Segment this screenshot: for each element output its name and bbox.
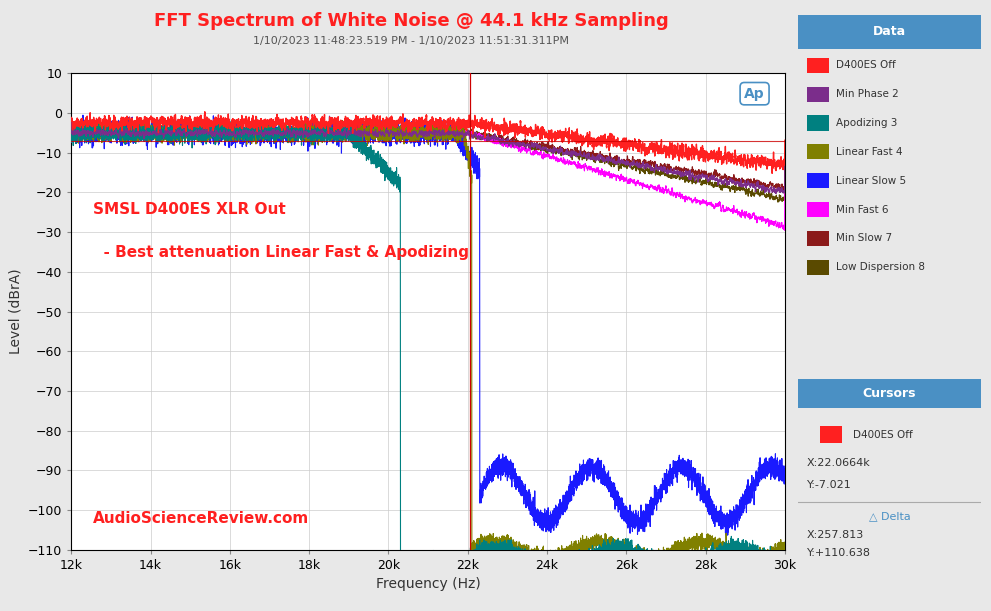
Y-axis label: Level (dBrA): Level (dBrA) [8,269,23,354]
Bar [807,173,828,188]
Text: D400ES Off: D400ES Off [836,60,896,70]
Text: - Best attenuation Linear Fast & Apodizing: - Best attenuation Linear Fast & Apodizi… [93,245,469,260]
Bar [820,426,841,443]
Text: Linear Fast 4: Linear Fast 4 [836,147,903,157]
Text: Y:+110.638: Y:+110.638 [807,548,871,558]
Bar [807,87,828,102]
Text: Cursors: Cursors [863,387,916,400]
Text: 1/10/2023 11:48:23.519 PM - 1/10/2023 11:51:31.311PM: 1/10/2023 11:48:23.519 PM - 1/10/2023 11… [254,36,569,46]
Bar [798,15,981,49]
Text: X:22.0664k: X:22.0664k [807,458,871,468]
Text: Y:-7.021: Y:-7.021 [807,480,851,490]
Bar [807,115,828,131]
Text: Min Phase 2: Min Phase 2 [836,89,899,99]
Text: Apodizing 3: Apodizing 3 [836,118,898,128]
Text: Min Slow 7: Min Slow 7 [836,233,892,243]
Text: Linear Slow 5: Linear Slow 5 [836,176,907,186]
Text: Min Fast 6: Min Fast 6 [836,205,889,214]
Bar [807,231,828,246]
Text: D400ES Off: D400ES Off [852,430,913,440]
Text: Ap: Ap [744,87,765,101]
X-axis label: Frequency (Hz): Frequency (Hz) [376,577,481,591]
Bar [807,57,828,73]
Text: X:257.813: X:257.813 [807,530,864,540]
Bar [798,379,981,408]
Bar [807,260,828,275]
Text: Data: Data [873,26,906,38]
Text: △ Delta: △ Delta [868,511,911,521]
Bar [807,202,828,217]
Text: AudioScienceReview.com: AudioScienceReview.com [93,511,309,526]
Text: Low Dispersion 8: Low Dispersion 8 [836,262,926,273]
Text: SMSL D400ES XLR Out: SMSL D400ES XLR Out [93,202,285,217]
Text: FFT Spectrum of White Noise @ 44.1 kHz Sampling: FFT Spectrum of White Noise @ 44.1 kHz S… [154,12,669,31]
Bar [807,144,828,159]
